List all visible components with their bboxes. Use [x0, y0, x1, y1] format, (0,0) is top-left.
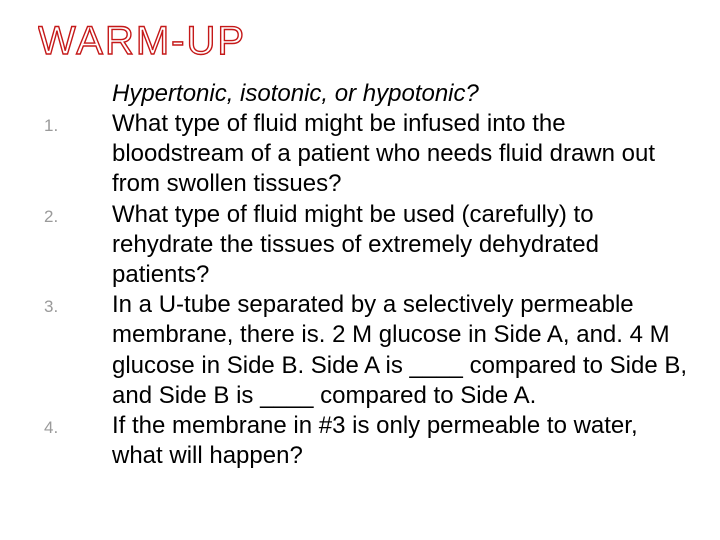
- subtitle: Hypertonic, isotonic, or hypotonic?: [112, 80, 690, 109]
- list-item: What type of fluid might be infused into…: [38, 109, 690, 200]
- question-list: What type of fluid might be infused into…: [38, 109, 690, 472]
- list-item: What type of fluid might be used (carefu…: [38, 200, 690, 291]
- page-title: WARM-UP: [38, 18, 690, 74]
- list-item: If the membrane in #3 is only permeable …: [38, 411, 690, 471]
- title-text: WARM-UP: [38, 19, 246, 63]
- list-item: In a U-tube separated by a selectively p…: [38, 290, 690, 411]
